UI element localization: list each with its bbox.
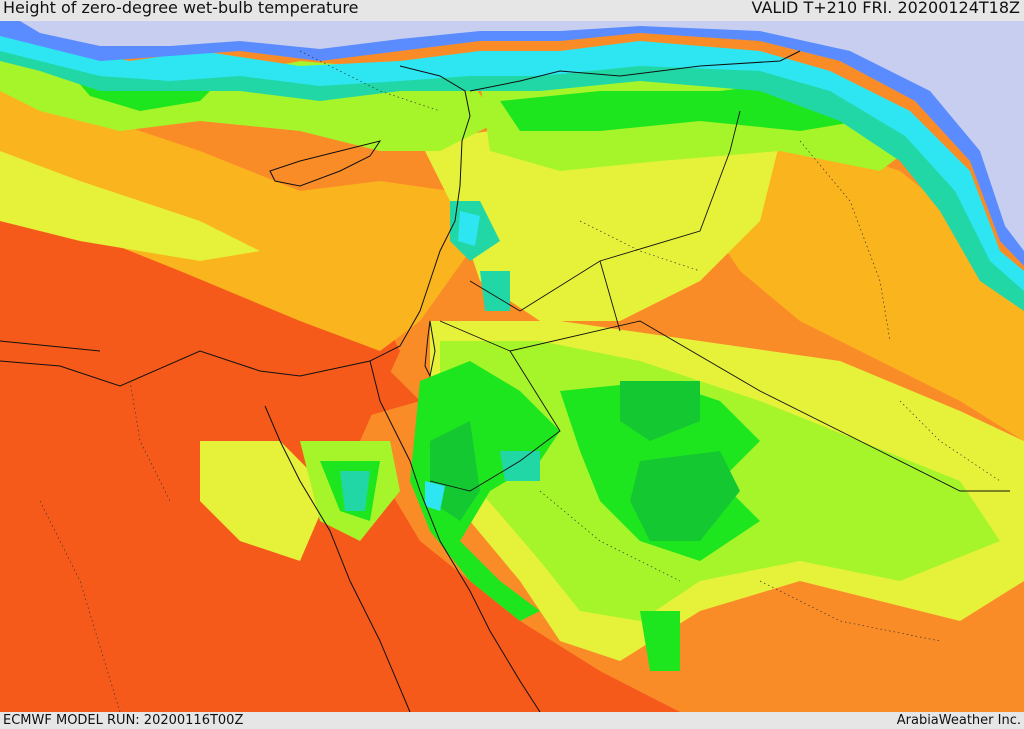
coast-gulf-suez <box>369 360 411 462</box>
coast-redsea-west <box>264 405 411 712</box>
field-dgreen-1 <box>620 381 700 441</box>
map-title: Height of zero-degree wet-bulb temperatu… <box>3 0 359 17</box>
coastlines <box>0 50 801 712</box>
coast-dead-sea <box>424 320 436 378</box>
credit-text: ArabiaWeather Inc. <box>896 713 1021 728</box>
valid-time: VALID T+210 FRI. 20200124T18Z <box>751 0 1020 17</box>
field-yellow-egypt <box>200 441 330 561</box>
field-red-sw <box>0 401 400 712</box>
model-run: ECMWF MODEL RUN: 20200116T00Z <box>3 713 244 728</box>
field-green-yemen <box>640 611 680 671</box>
field-cyan-2 <box>425 481 445 511</box>
border-jordan-saudi <box>429 320 561 492</box>
field-orange-light <box>0 81 470 351</box>
field-teal-2 <box>500 451 540 481</box>
coast-levant-egypt <box>0 65 471 387</box>
header-bar: Height of zero-degree wet-bulb temperatu… <box>0 0 1024 21</box>
field-cyan-1 <box>458 211 480 246</box>
field-dgreen-2 <box>630 451 740 541</box>
coast-turkey <box>469 50 801 92</box>
border-egypt-sudan <box>0 340 101 352</box>
field-red-band <box>0 311 420 421</box>
field-red-redsea <box>350 581 480 712</box>
field-yellow-east <box>420 111 780 321</box>
coast-redsea-east <box>409 460 541 712</box>
border-jordan-iraq <box>599 260 621 332</box>
field-teal-3 <box>340 471 370 511</box>
field-lavender-north <box>20 21 1024 251</box>
field-yellow-med <box>0 151 260 261</box>
border-iraq-syria <box>469 110 741 312</box>
field-green-levant <box>410 361 560 621</box>
coast-cyprus <box>269 140 382 187</box>
field-teal-4 <box>480 271 510 311</box>
borders <box>0 110 1010 492</box>
internal-borders <box>39 50 1001 712</box>
weather-map <box>0 21 1024 712</box>
map-canvas <box>0 21 1024 712</box>
footer-bar: ECMWF MODEL RUN: 20200116T00Z ArabiaWeat… <box>0 712 1024 729</box>
